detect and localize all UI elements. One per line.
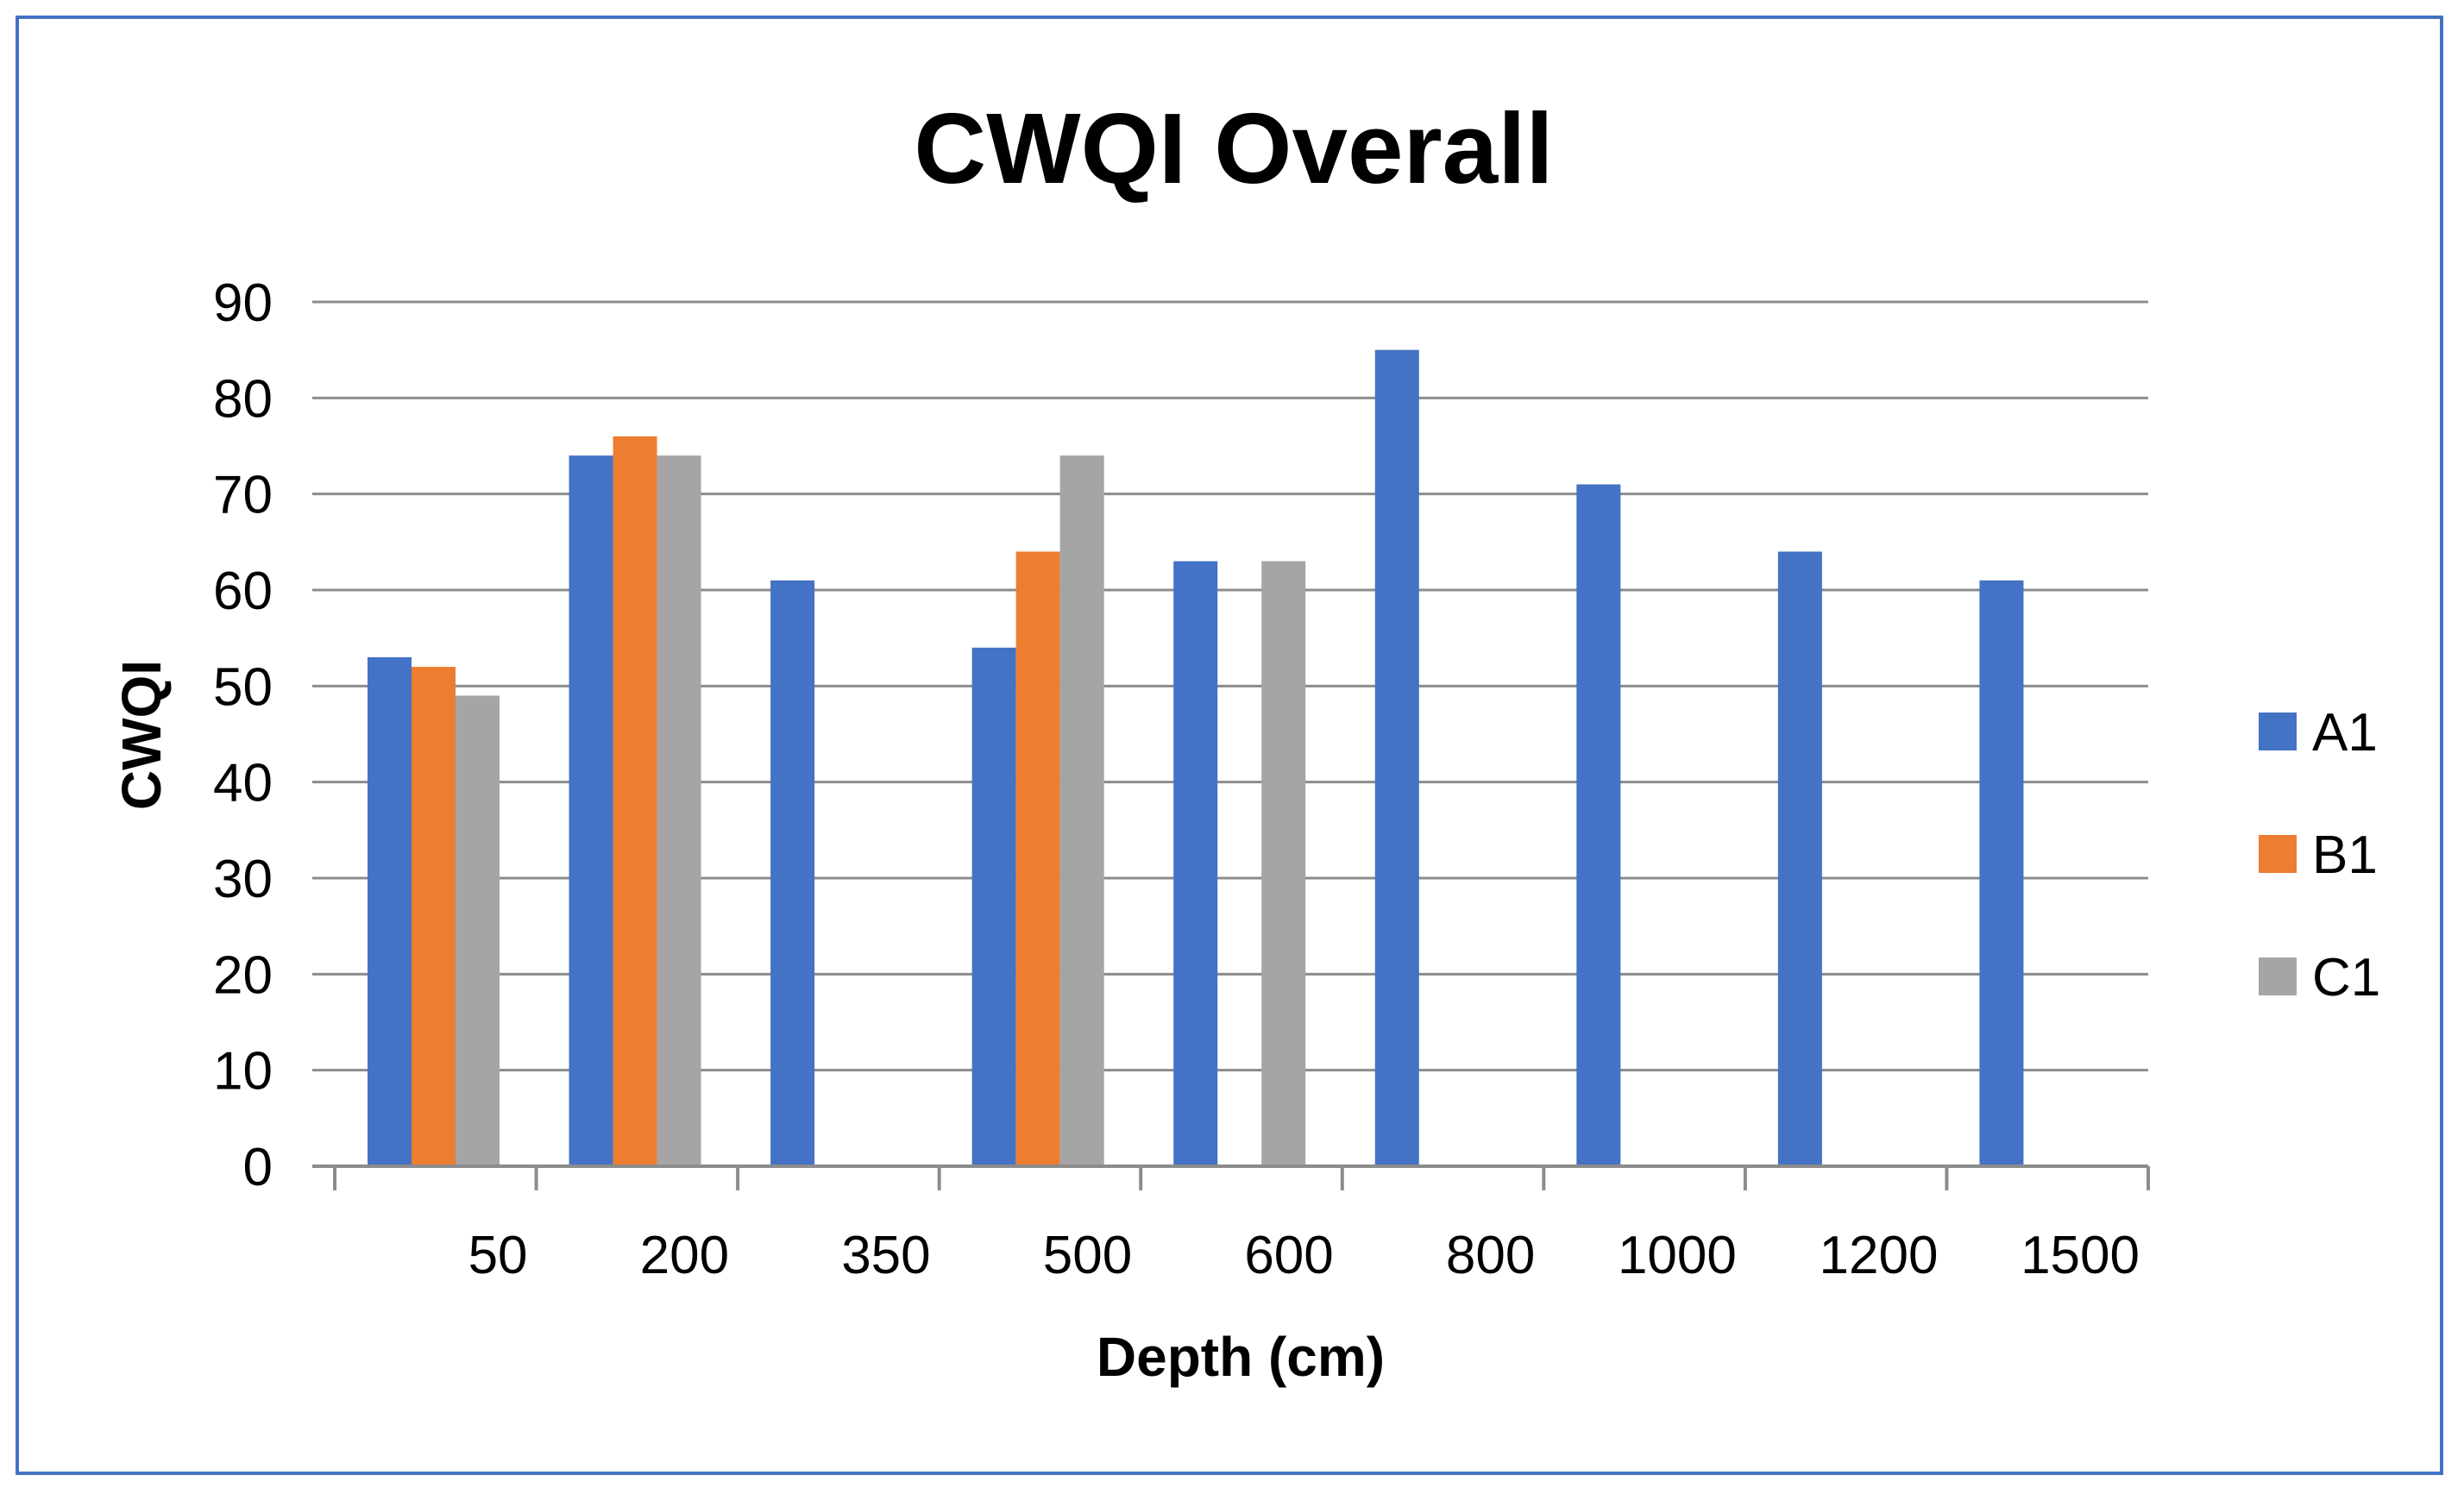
bar-A1-1000 xyxy=(1576,484,1621,1166)
x-tick-labels: 50 200 350 500 600 800 1000 1200 1500 xyxy=(468,1226,2140,1285)
y-tick-label: 80 xyxy=(213,369,273,429)
x-tick-label: 350 xyxy=(841,1226,930,1285)
bar-A1-600 xyxy=(1173,561,1218,1166)
legend-label-C1: C1 xyxy=(2312,948,2380,1008)
y-axis-title: CWQI xyxy=(110,660,173,810)
x-tick-label: 50 xyxy=(468,1226,528,1285)
legend-swatch-A1 xyxy=(2259,712,2297,750)
x-tick-label: 1000 xyxy=(1618,1226,1737,1285)
y-tick-label: 90 xyxy=(213,273,273,333)
bar-A1-1200 xyxy=(1777,551,1822,1166)
bar-B1-200 xyxy=(613,436,657,1166)
y-tick-label: 20 xyxy=(213,945,273,1005)
x-tick-label: 200 xyxy=(640,1226,729,1285)
bar-C1-50 xyxy=(456,695,500,1166)
bar-C1-200 xyxy=(657,455,701,1166)
y-tick-label: 60 xyxy=(213,562,273,621)
y-tick-label: 30 xyxy=(213,850,273,909)
x-tick-label: 500 xyxy=(1043,1226,1132,1285)
x-tick-label: 800 xyxy=(1446,1226,1535,1285)
bar-B1-50 xyxy=(412,667,456,1166)
legend-label-B1: B1 xyxy=(2312,825,2378,885)
chart-title: CWQI Overall xyxy=(914,92,1553,204)
y-tick-labels: 0 10 20 30 40 50 60 70 80 90 xyxy=(213,273,273,1197)
bar-A1-350 xyxy=(770,580,815,1166)
bars xyxy=(368,349,2024,1167)
legend: A1 B1 C1 xyxy=(2259,703,2380,1008)
y-tick-label: 40 xyxy=(213,754,273,813)
x-tick-label: 1500 xyxy=(2021,1226,2140,1285)
x-tick-label: 600 xyxy=(1244,1226,1333,1285)
legend-swatch-B1 xyxy=(2259,835,2297,873)
bar-A1-500 xyxy=(971,647,1016,1166)
bar-A1-200 xyxy=(569,455,613,1166)
bar-C1-500 xyxy=(1059,455,1104,1166)
legend-label-A1: A1 xyxy=(2312,703,2378,763)
axes xyxy=(312,1164,2150,1190)
y-tick-label: 70 xyxy=(213,466,273,525)
bar-A1-50 xyxy=(368,656,412,1166)
y-tick-label: 50 xyxy=(213,657,273,717)
bar-B1-500 xyxy=(1015,551,1060,1166)
legend-swatch-C1 xyxy=(2259,957,2297,995)
bar-A1-800 xyxy=(1374,349,1419,1167)
y-tick-label: 10 xyxy=(213,1042,273,1102)
bar-A1-1500 xyxy=(1979,580,2024,1166)
bar-C1-600 xyxy=(1261,561,1306,1166)
x-tick-label: 1200 xyxy=(1820,1226,1939,1285)
x-axis-title: Depth (cm) xyxy=(1097,1326,1385,1388)
y-tick-label: 0 xyxy=(243,1138,273,1197)
